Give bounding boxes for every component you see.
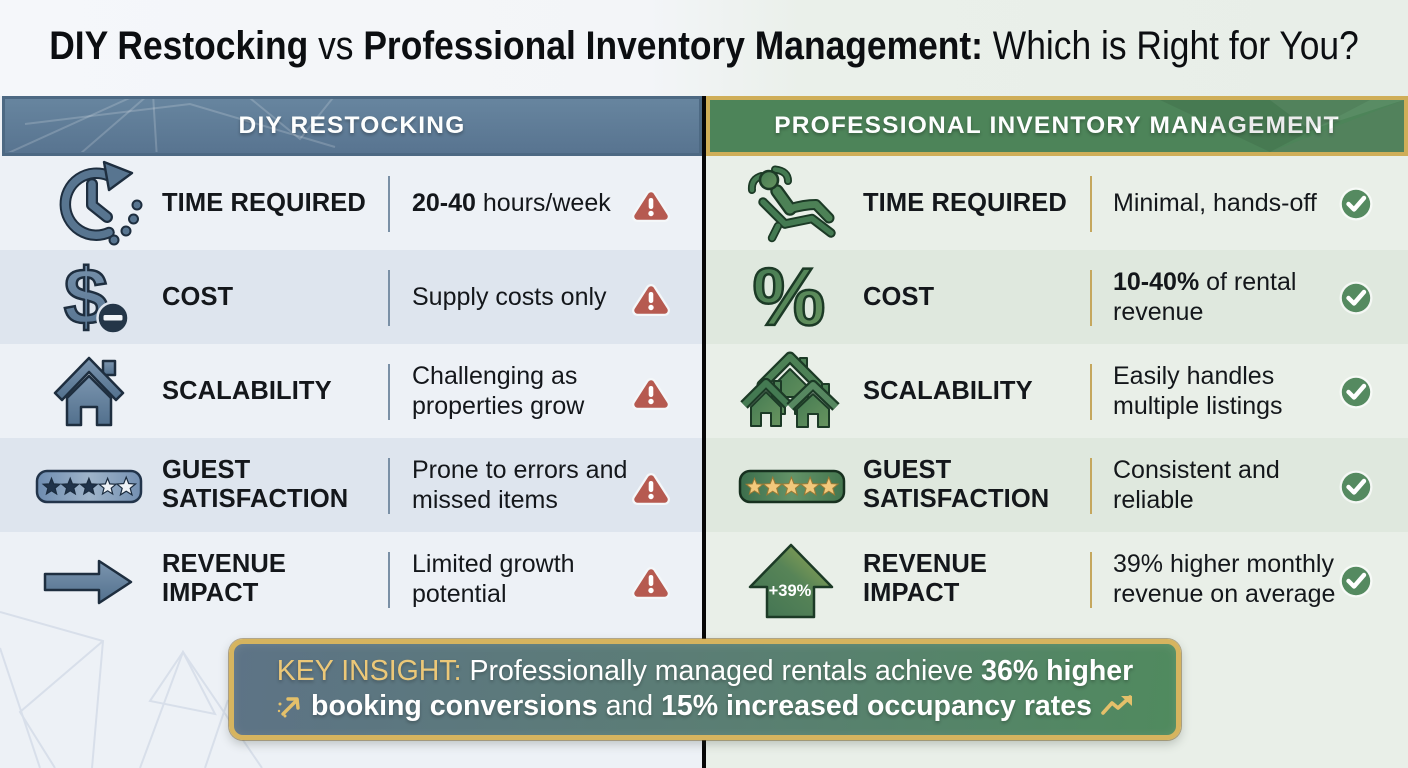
svg-text:%: % bbox=[753, 252, 826, 343]
svg-text:$: $ bbox=[64, 252, 109, 341]
svg-text:+39%: +39% bbox=[769, 582, 812, 600]
